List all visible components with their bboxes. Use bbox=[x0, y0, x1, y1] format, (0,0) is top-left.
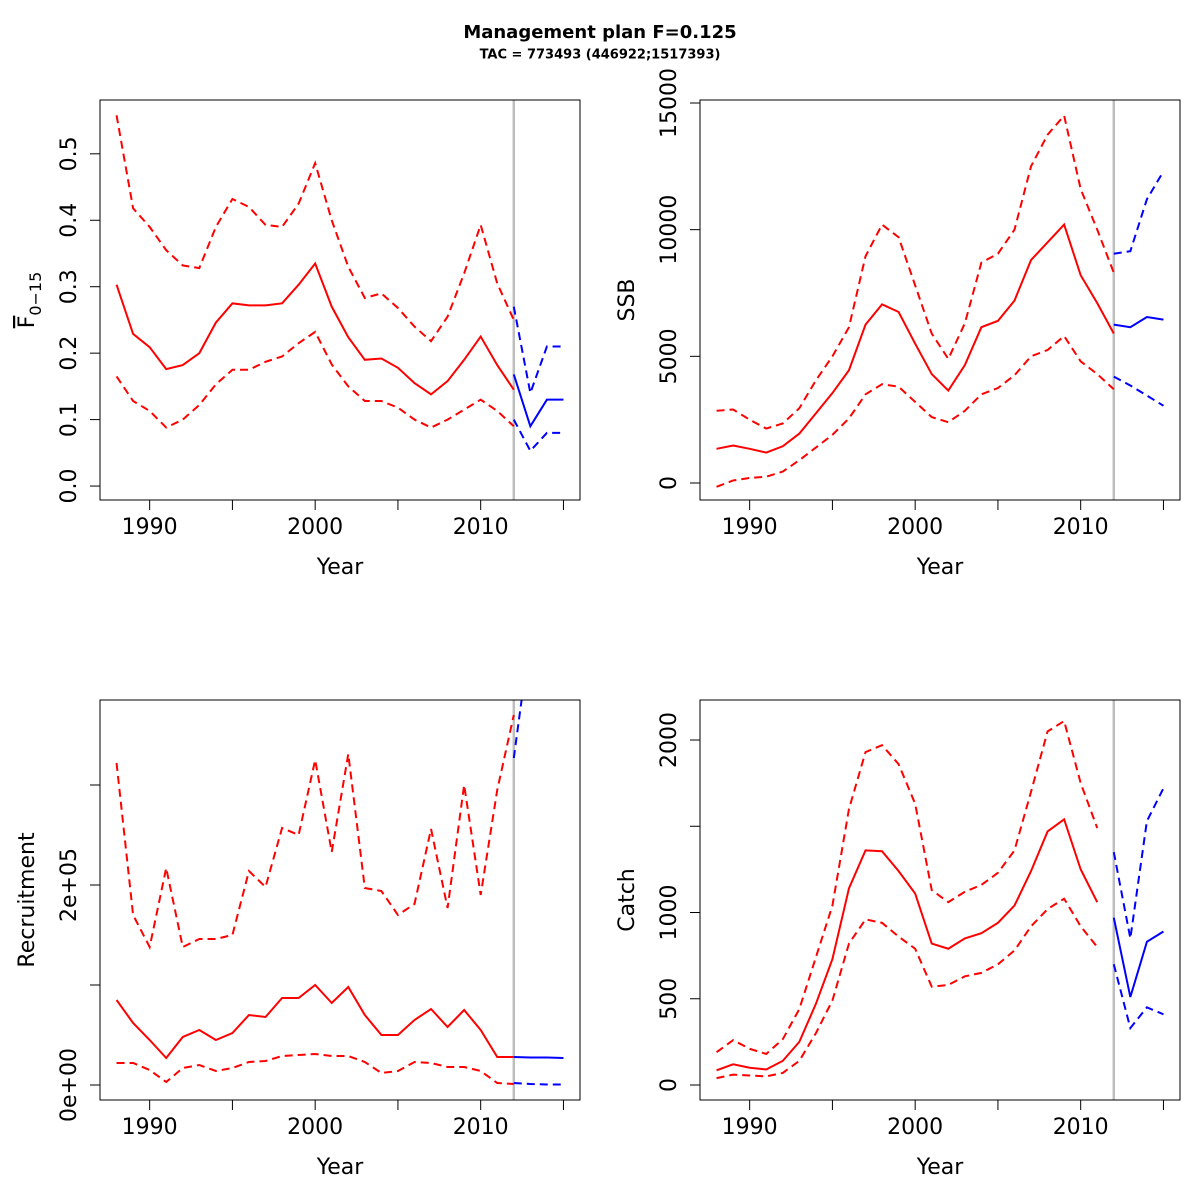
y-tick-label: 0e+00 bbox=[57, 1048, 82, 1122]
series-line bbox=[513, 1056, 564, 1059]
x-tick-label: 2000 bbox=[887, 1115, 943, 1140]
y-tick-label: 0.5 bbox=[57, 136, 82, 171]
series-line bbox=[115, 983, 514, 1060]
panel: 1990 2000 2010 0 5000 10000 15000 Year SSB bbox=[615, 68, 1181, 580]
series-line bbox=[716, 222, 1115, 454]
y-tick-label: 0.1 bbox=[57, 402, 82, 437]
x-tick-label: 2000 bbox=[287, 515, 343, 540]
y-tick-label: 2000 bbox=[657, 712, 682, 768]
y-axis-label-main: Catch bbox=[615, 868, 640, 932]
series-line bbox=[512, 374, 564, 429]
plot-area bbox=[115, 700, 564, 1100]
series-line bbox=[1113, 316, 1164, 329]
y-tick-label: 10000 bbox=[657, 195, 682, 265]
plot-frame bbox=[699, 699, 1181, 1101]
series-line bbox=[716, 334, 1115, 488]
y-tick-label: 0.2 bbox=[57, 336, 82, 371]
x-tick-label: 1990 bbox=[722, 1115, 778, 1140]
series-line bbox=[512, 700, 523, 759]
y-axis-label: F0−15 bbox=[15, 272, 45, 329]
y-tick-label: 0.4 bbox=[57, 203, 82, 238]
y-tick-label: 5000 bbox=[657, 328, 682, 384]
series-line bbox=[1113, 170, 1165, 255]
series-line bbox=[513, 1082, 564, 1086]
y-tick-label: 0.0 bbox=[57, 469, 82, 504]
y-axis-label: SSB bbox=[615, 278, 640, 321]
y-axis-label: Recruitment bbox=[15, 832, 40, 968]
subtitle: TAC = 773493 (446922;1517393) bbox=[480, 48, 721, 63]
plot-frame bbox=[699, 99, 1181, 501]
series-line bbox=[512, 306, 564, 397]
series-line bbox=[716, 897, 1099, 1080]
y-tick-label: 0.3 bbox=[57, 269, 82, 304]
series-line bbox=[1113, 375, 1164, 407]
series-line bbox=[116, 1052, 514, 1085]
x-axis-label: Year bbox=[916, 1155, 965, 1180]
x-tick-label: 2010 bbox=[1053, 515, 1109, 540]
panel: 1990 2000 2010 0.0 0.1 0.2 0.3 0.4 0.5 Year F0−15 bbox=[15, 99, 581, 580]
series-line bbox=[1112, 917, 1164, 998]
series-line bbox=[512, 419, 564, 453]
x-tick-label: 2000 bbox=[887, 515, 943, 540]
series-line bbox=[1112, 787, 1165, 939]
y-axis-label-subscript: 0−15 bbox=[26, 272, 45, 316]
panel: 1990 2000 2010 0e+00 2e+05 Year Recruitment bbox=[15, 699, 581, 1180]
series-line bbox=[115, 330, 515, 429]
y-axis-label-main: SSB bbox=[615, 278, 640, 321]
x-tick-label: 2010 bbox=[1053, 1115, 1109, 1140]
x-tick-label: 1990 bbox=[122, 515, 178, 540]
y-tick-label: 1000 bbox=[657, 885, 682, 941]
y-axis-label-main: Recruitment bbox=[15, 832, 40, 968]
plot-area bbox=[715, 700, 1165, 1100]
y-tick-label: 15000 bbox=[657, 68, 682, 138]
x-tick-label: 2010 bbox=[453, 1115, 509, 1140]
x-axis-label: Year bbox=[316, 555, 365, 580]
y-tick-label: 2e+05 bbox=[57, 848, 82, 922]
x-tick-label: 1990 bbox=[722, 515, 778, 540]
y-axis-label: Catch bbox=[615, 868, 640, 932]
series-line bbox=[716, 817, 1099, 1072]
series-line bbox=[115, 261, 515, 396]
plot-area bbox=[716, 100, 1165, 500]
x-tick-label: 1990 bbox=[122, 1115, 178, 1140]
plot-frame bbox=[99, 99, 581, 501]
y-tick-label: 0 bbox=[657, 476, 682, 490]
y-tick-label: 500 bbox=[657, 978, 682, 1020]
panel: 1990 2000 2010 0 500 1000 2000 Year Catch bbox=[615, 699, 1181, 1180]
x-axis-label: Year bbox=[916, 555, 965, 580]
series-line bbox=[115, 714, 515, 950]
series-line bbox=[716, 113, 1115, 430]
x-axis-label: Year bbox=[316, 1155, 365, 1180]
x-tick-label: 2000 bbox=[287, 1115, 343, 1140]
series-line bbox=[115, 115, 515, 343]
y-axis-label-main: F bbox=[15, 316, 40, 329]
plot-area bbox=[115, 100, 564, 500]
y-tick-label: 0 bbox=[657, 1078, 682, 1092]
title: Management plan F=0.125 bbox=[463, 22, 736, 43]
x-tick-label: 2010 bbox=[453, 515, 509, 540]
series-line bbox=[1112, 964, 1164, 1031]
series-line bbox=[715, 719, 1099, 1056]
